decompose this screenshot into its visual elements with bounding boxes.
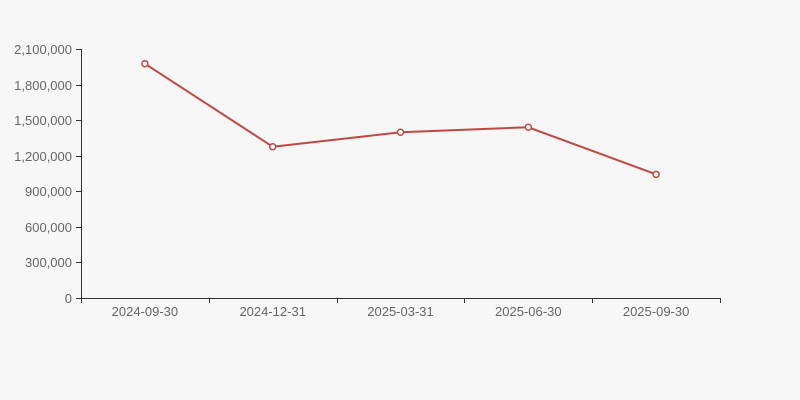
series-line [143, 62, 658, 176]
y-tick-label: 2,100,000 [14, 42, 72, 57]
y-tick-label: 300,000 [25, 255, 72, 270]
y-tick-label: 1,500,000 [14, 113, 72, 128]
data-point-marker[interactable] [652, 170, 660, 179]
data-point-marker[interactable] [524, 123, 533, 132]
x-tick-label: 2025-09-30 [623, 304, 690, 319]
x-tick-label: 2024-09-30 [112, 304, 179, 319]
x-tick-label: 2025-06-30 [495, 304, 562, 319]
y-tick-label: 0 [65, 291, 72, 306]
data-point-marker[interactable] [396, 128, 405, 136]
y-tick-label: 900,000 [25, 184, 72, 199]
y-tick-label: 1,800,000 [14, 78, 72, 93]
y-tick-label: 600,000 [25, 220, 72, 235]
x-tick-label: 2024-12-31 [239, 304, 306, 319]
data-point-marker[interactable] [141, 59, 149, 68]
data-point-marker[interactable] [268, 142, 277, 151]
x-tick-label: 2025-03-31 [367, 304, 434, 319]
y-tick-label: 1,200,000 [14, 149, 72, 164]
